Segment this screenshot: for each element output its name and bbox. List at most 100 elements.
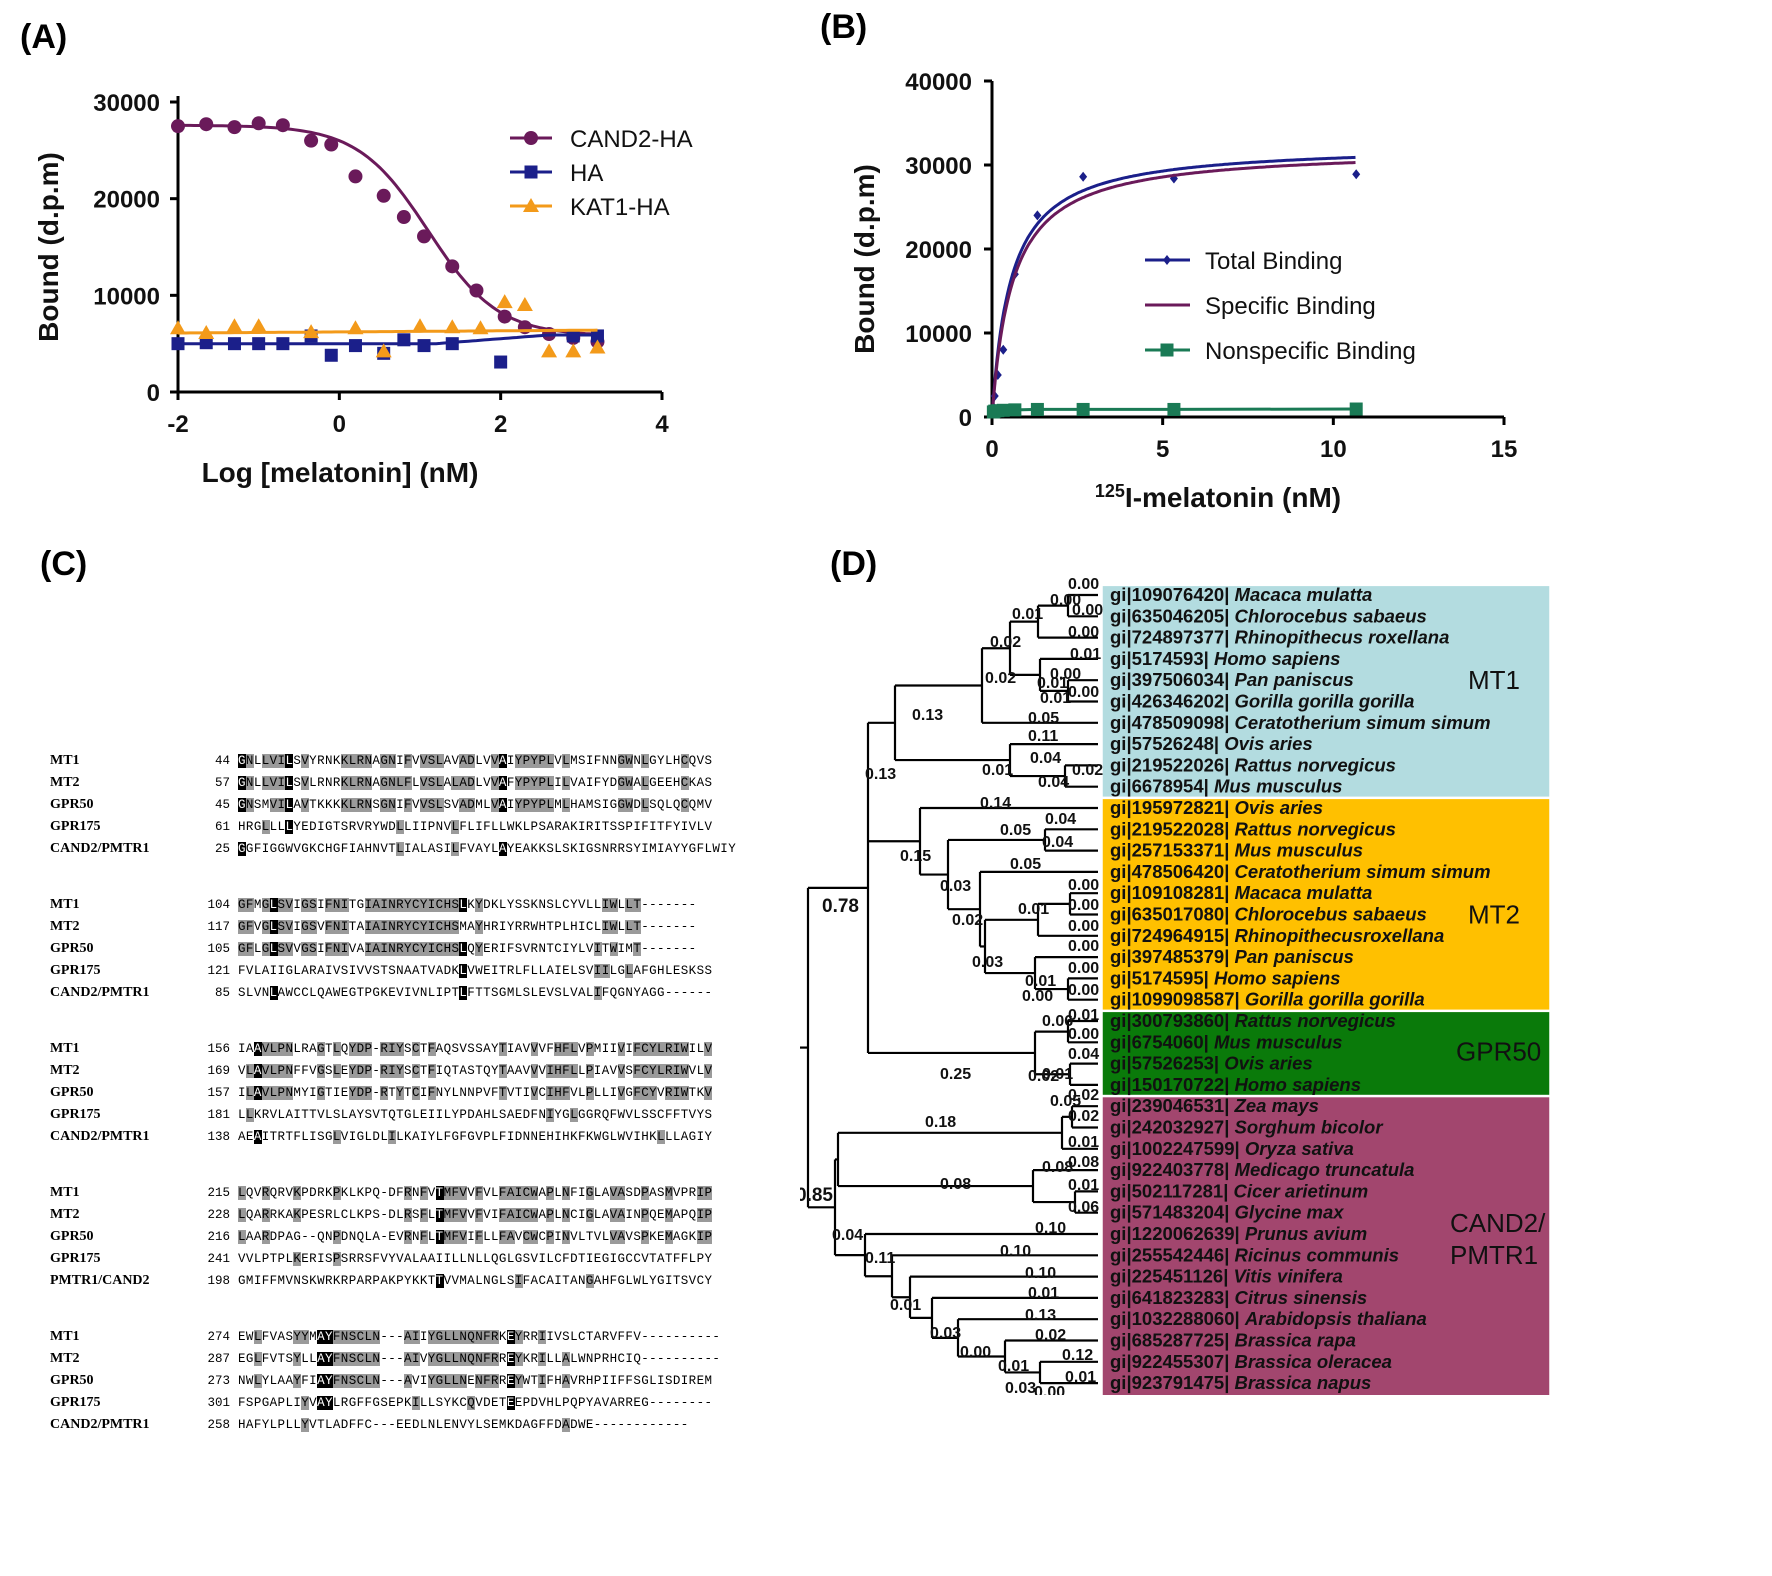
legend-label: CAND2-HA <box>570 126 693 153</box>
sequence-residues: AEAITRTFLISGLVIGLDLILKAIYLFGFGVPLFIDNNEH… <box>238 1130 713 1144</box>
alignment-row: MT1 156 IAAVLPNLRAGTLQYDP-RIYSCTFAQSVSSAYT… <box>50 1038 880 1060</box>
branch-length-label: 0.10 <box>1000 1243 1031 1260</box>
branch-length-label: 0.03 <box>1005 1380 1036 1395</box>
leaf-label: gi|635046205| Chlorocebus sabaeus <box>1110 605 1427 626</box>
branch-length-label: 0.00 <box>1068 624 1099 641</box>
leaf-label: gi|57526253| Ovis aries <box>1110 1053 1313 1074</box>
branch-length-label: 0.00 <box>1022 988 1053 1005</box>
curve-Total Binding <box>990 155 1356 418</box>
branch-length-label: 0.01 <box>998 1358 1029 1375</box>
point-CAND2-HA <box>324 137 339 152</box>
branch-length-label: 0.10 <box>1025 1265 1056 1282</box>
alignment-row: CAND2/PMTR1 25 GGFIGGWVGKCHGFIAHNVTLIALASI… <box>50 838 880 860</box>
branch-length-label: 0.04 <box>832 1227 863 1244</box>
alignment-row: GPR50 157 ILAVLPNMYIGTIEYDP-RTYTCIFNYLNNPV… <box>50 1082 880 1104</box>
leaf-label: gi|571483204| Glycine max <box>1110 1202 1344 1223</box>
sequence-name: GPR175 <box>50 1251 101 1266</box>
sequence-residues: FSPGAPLIYVAYLRGFFGSEPKILLSYKCQVDETEEPDVH… <box>238 1396 713 1410</box>
branch-length-label: 0.03 <box>972 954 1003 971</box>
y-tick-label: 10000 <box>93 283 160 310</box>
branch-length-label: 0.13 <box>865 766 896 783</box>
curve-CAND2-HA <box>178 123 598 336</box>
alignment-block: MT1 215 LQVRQRVKPDRKPKLKPQ-DFRNFVTMFVVFVLF… <box>50 1182 880 1292</box>
branch-length-label: 0.04 <box>1042 834 1073 851</box>
branch-length-label: 0.01 <box>1065 1369 1096 1386</box>
y-axis-label: Bound (d.p.m) <box>849 164 880 354</box>
point-CAND2-HA <box>171 119 185 134</box>
branch-length-label: 0.11 <box>865 1250 895 1267</box>
sequence-residues: GNLLVILSVYRNKKLRNAGNIFVVSLAVADLVVAIYPYPL… <box>238 754 713 768</box>
legend-marker <box>1163 255 1171 265</box>
series-HA <box>171 329 604 369</box>
sequence-name: GPR175 <box>50 819 101 834</box>
branch-length-label: 0.08 <box>1068 1154 1099 1171</box>
series-Total Binding <box>989 155 1361 418</box>
branch-length-label: 0.01 <box>1028 1285 1059 1302</box>
leaf-label: gi|397506034| Pan paniscus <box>1110 669 1354 690</box>
sequence-residues: HAFYLPLLYVTLADFFC---EEDLNLENVYLSEMKDAGFF… <box>238 1418 689 1432</box>
series-Nonspecific Binding <box>986 402 1363 419</box>
legend-label: KAT1-HA <box>570 194 670 221</box>
sequence-residues: GNSMVILAVTKKKKLRNSGNIFVVSLSVADMLVAIYPYPL… <box>238 798 713 812</box>
sequence-residues: GFLGLSVVGSIFNIVAIAINRYCYICHSLQYERIFSVRNT… <box>238 942 697 956</box>
point-Nonspecific Binding <box>996 403 1010 417</box>
sequence-start: 157 <box>207 1086 230 1100</box>
leaf-label: gi|502117281| Cicer arietinum <box>1110 1180 1368 1201</box>
clade-box-2 <box>1101 1010 1551 1097</box>
sequence-residues: GNLLVILSVLRNRKLRNAGNLFLVSLALADLVVAFYPYPL… <box>238 776 713 790</box>
curve-KAT1-HA <box>178 328 598 335</box>
point-HA <box>590 329 604 343</box>
y-tick-label: 0 <box>959 405 972 432</box>
point-KAT1-HA <box>444 319 461 334</box>
alignment-row: GPR175 301 FSPGAPLIYVAYLRGFFGSEPKILLSYKCQV… <box>50 1392 880 1414</box>
alignment-row: MT2 57 GNLLVILSVLRNRKLRNAGNLFLVSLALADLVVAF… <box>50 772 880 794</box>
sequence-start: 287 <box>207 1352 230 1366</box>
alignment-row: MT2 228 LQARRKAKPESRLCLKPS-DLRSFLTMFVVFVIF… <box>50 1204 880 1226</box>
point-HA <box>445 337 459 351</box>
branch-length-label: 0.01 <box>1040 690 1071 707</box>
sequence-name: PMTR1/CAND2 <box>50 1273 150 1288</box>
point-KAT1-HA <box>250 318 267 333</box>
branch-length-label: 0.03 <box>930 1325 961 1342</box>
sequence-residues: GGFIGGWVGKCHGFIAHNVTLIALASILFVAYLAYEAKKS… <box>238 842 737 856</box>
branch-length-label: 0.08 <box>940 1176 971 1193</box>
alignment-block: MT1 104 GFMGLSVIGSIFNITGIAINRYCYICHSLKYDKL… <box>50 894 880 1004</box>
branch-length-label: 0.06 <box>1042 1013 1073 1030</box>
branch-length-label: 0.03 <box>940 878 971 895</box>
point-CAND2-HA <box>469 283 484 298</box>
leaf-label: gi|923791475| Brassica napus <box>1110 1372 1371 1393</box>
sequence-name: MT1 <box>50 1185 80 1200</box>
sequence-residues: EWLFVASYYMAYFNSCLN---AIIYGLLNQNFRKEYRRII… <box>238 1330 721 1344</box>
point-CAND2-HA <box>445 259 460 274</box>
point-Total Binding <box>999 344 1008 355</box>
branch-length-label: 0.85 <box>800 1185 833 1206</box>
branch-length-label: 0.00 <box>1050 592 1081 609</box>
branch-length-label: 0.06 <box>1068 1199 1099 1216</box>
branch-length-label: 0.13 <box>912 707 943 724</box>
alignment-row: MT2 117 GFVGLSVIGSVFNITAIAINRYCYICHSMAYHRI… <box>50 916 880 938</box>
alignment-row: GPR50 45 GNSMVILAVTKKKKLRNSGNIFVVSLSVADMLV… <box>50 794 880 816</box>
sequence-residues: ILAVLPNMYIGTIEYDP-RTYTCIFNYLNNPVFTVTIVCI… <box>238 1086 713 1100</box>
point-HA <box>494 355 508 369</box>
point-CAND2-HA <box>275 118 290 133</box>
sequence-start: 169 <box>207 1064 230 1078</box>
point-KAT1-HA <box>496 294 513 309</box>
leaf-label: gi|239046531| Zea mays <box>1110 1095 1319 1116</box>
sequence-start: 105 <box>207 942 230 956</box>
branch-length-label: 0.02 <box>1068 1108 1099 1125</box>
sequence-name: GPR175 <box>50 1107 101 1122</box>
point-KAT1-HA <box>347 320 364 335</box>
sequence-start: 258 <box>207 1418 230 1432</box>
sequence-start: 45 <box>214 798 230 812</box>
x-tick-label: 0 <box>333 411 346 438</box>
sequence-residues: SLVNLAWCCLQAWEGTPGKEVIVNLIPTLFTTSGMLSLEV… <box>238 986 713 1000</box>
branch-length-label: 0.01 <box>1070 646 1101 663</box>
phylogenetic-tree: MT1 MT2 GPR50 CAND2/PMTR1 gi|109076420| Maca… <box>800 575 1755 1395</box>
point-CAND2-HA <box>376 188 391 203</box>
sequence-residues: LQVRQRVKPDRKPKLKPQ-DFRNFVTMFVVFVLFAICWAP… <box>238 1186 713 1200</box>
panel-a-label: (A) <box>20 18 68 56</box>
sequence-name: CAND2/PMTR1 <box>50 841 150 856</box>
branch-length-label: 0.01 <box>1068 1134 1099 1151</box>
sequence-start: 216 <box>207 1230 230 1244</box>
curve-HA <box>178 333 598 346</box>
